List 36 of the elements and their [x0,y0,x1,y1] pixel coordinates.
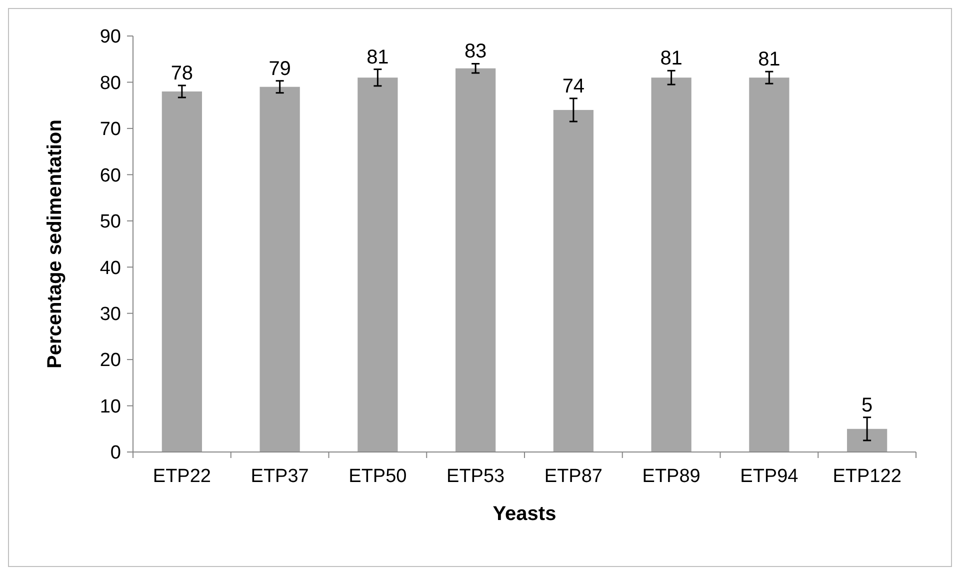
data-label: 83 [464,40,487,63]
data-label: 81 [660,48,682,70]
x-axis-title: Yeasts [492,503,556,525]
bar [847,428,888,452]
y-tick-label: 80 [100,72,121,94]
x-tick-label: ETP37 [250,466,309,487]
data-label: 81 [758,48,780,71]
y-tick-label: 30 [100,304,121,325]
bar [358,78,398,452]
y-tick-label: 40 [100,258,121,279]
bar [260,86,300,452]
y-tick-label: 60 [100,165,121,186]
y-tick-label: 20 [100,350,121,372]
y-tick-label: 90 [100,26,121,48]
x-tick-label: ETP122 [832,466,902,487]
bar [553,110,594,452]
x-tick-label: ETP53 [446,466,505,487]
data-label: 79 [268,58,291,80]
data-label: 78 [170,62,194,84]
x-tick-label: ETP87 [544,466,602,487]
y-tick-label: 10 [100,396,121,418]
x-tick-label: ETP22 [152,466,211,487]
x-tick-label: ETP50 [348,466,407,487]
data-label: 74 [562,75,585,98]
bar [651,78,692,452]
y-axis-title: Percentage sedimentation [44,120,66,368]
data-label: 5 [862,394,873,416]
data-label: 81 [366,46,389,68]
x-tick-label: ETP89 [642,466,700,487]
x-tick-label: ETP94 [740,466,799,487]
y-tick-label: 70 [100,119,121,140]
bar [456,68,496,452]
bar [162,91,202,452]
y-tick-label: 50 [100,212,121,233]
bar [749,78,790,452]
y-tick-label: 0 [110,442,121,464]
